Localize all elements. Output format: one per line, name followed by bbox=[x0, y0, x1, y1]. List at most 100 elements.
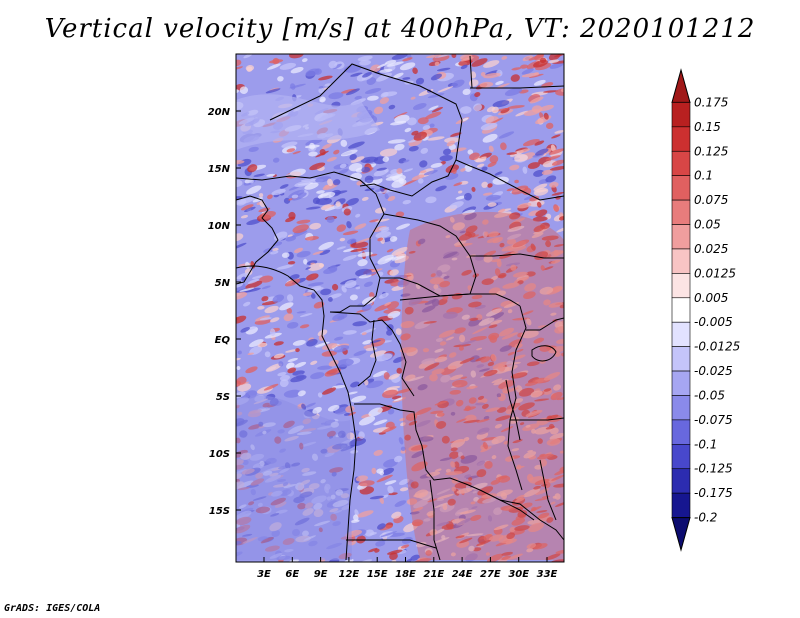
field-speck bbox=[543, 388, 552, 392]
colorbar-swatch bbox=[671, 370, 691, 396]
field-speck bbox=[391, 255, 405, 261]
colorbar-swatch bbox=[671, 517, 691, 552]
field-speck bbox=[236, 198, 247, 206]
field-speck bbox=[402, 57, 413, 62]
field-speck bbox=[236, 357, 241, 361]
field-speck bbox=[512, 239, 530, 248]
field-speck bbox=[328, 265, 338, 272]
field-speck bbox=[236, 282, 243, 288]
field-speck bbox=[294, 361, 307, 368]
field-speck bbox=[350, 247, 368, 253]
field-speck bbox=[437, 264, 451, 273]
field-speck bbox=[436, 270, 443, 277]
field-speck bbox=[364, 529, 375, 537]
field-speck bbox=[491, 106, 499, 114]
field-speck bbox=[514, 343, 523, 349]
field-speck bbox=[559, 450, 564, 454]
field-speck bbox=[385, 175, 400, 181]
field-speck bbox=[368, 547, 378, 553]
field-speck bbox=[382, 389, 399, 399]
field-speck bbox=[250, 261, 256, 269]
field-speck bbox=[481, 181, 489, 188]
field-speck bbox=[518, 387, 535, 397]
field-speck bbox=[315, 176, 331, 183]
field-speck bbox=[456, 540, 470, 548]
field-speck bbox=[546, 438, 561, 446]
field-speck bbox=[247, 164, 258, 173]
field-speck bbox=[342, 230, 359, 236]
field-speck bbox=[460, 54, 473, 60]
field-speck bbox=[350, 381, 360, 388]
field-speck bbox=[389, 269, 399, 276]
field-speck bbox=[404, 434, 411, 441]
field-speck bbox=[493, 379, 509, 386]
field-speck bbox=[391, 246, 408, 256]
field-speck bbox=[488, 534, 504, 542]
field-speck bbox=[506, 360, 514, 368]
field-speck bbox=[373, 419, 388, 426]
field-speck bbox=[319, 96, 326, 103]
field-speck bbox=[492, 176, 509, 185]
field-speck bbox=[403, 168, 414, 173]
field-speck bbox=[248, 146, 259, 152]
field-speck bbox=[304, 182, 319, 190]
field-speck bbox=[322, 343, 338, 350]
field-speck bbox=[428, 105, 439, 111]
field-speck bbox=[449, 201, 464, 209]
field-speck bbox=[322, 387, 336, 395]
field-speck bbox=[388, 373, 401, 380]
field-speck bbox=[506, 238, 517, 245]
field-speck bbox=[409, 511, 420, 515]
field-speck bbox=[516, 464, 522, 470]
field-speck bbox=[477, 427, 490, 435]
field-speck bbox=[531, 506, 537, 512]
field-speck bbox=[434, 348, 444, 353]
field-speck bbox=[272, 157, 280, 163]
field-speck bbox=[456, 517, 472, 526]
field-speck bbox=[494, 211, 512, 218]
field-speck bbox=[543, 372, 561, 381]
field-speck bbox=[286, 322, 299, 329]
lon-label: 6E bbox=[285, 569, 299, 580]
field-speck bbox=[310, 372, 325, 380]
field-speck bbox=[371, 467, 377, 475]
field-speck bbox=[279, 62, 297, 70]
drc-north-border bbox=[399, 293, 521, 307]
field-speck bbox=[506, 532, 516, 540]
field-speck bbox=[386, 248, 394, 253]
field-speck bbox=[509, 164, 520, 171]
field-speck bbox=[291, 230, 308, 238]
field-speck bbox=[464, 553, 478, 562]
field-speck bbox=[441, 535, 446, 540]
field-speck bbox=[286, 148, 296, 153]
field-speck bbox=[487, 202, 497, 207]
field-speck bbox=[522, 55, 534, 62]
libya-border bbox=[470, 85, 564, 89]
field-speck bbox=[535, 209, 548, 217]
field-speck bbox=[236, 272, 251, 280]
field-speck bbox=[381, 228, 390, 233]
field-speck bbox=[459, 509, 476, 515]
angola-zambia-border bbox=[429, 479, 441, 561]
field-speck bbox=[528, 54, 545, 61]
field-speck bbox=[243, 301, 251, 307]
field-speck bbox=[501, 551, 514, 556]
field-speck bbox=[556, 226, 564, 233]
field-speck bbox=[453, 327, 466, 334]
field-speck bbox=[459, 357, 475, 364]
field-speck bbox=[343, 208, 351, 216]
field-speck bbox=[296, 311, 307, 314]
field-speck bbox=[481, 278, 494, 285]
field-speck bbox=[318, 87, 325, 94]
field-speck bbox=[243, 287, 261, 293]
field-speck bbox=[476, 460, 486, 466]
field-speck bbox=[533, 59, 548, 68]
field-speck bbox=[269, 59, 284, 64]
field-speck bbox=[533, 337, 545, 344]
gabon-border bbox=[357, 319, 377, 387]
colorbar: 0.175 0.15 0.125 0.1 0.075 0.05 0.025 0.0125 0.0… bbox=[671, 68, 740, 552]
field-speck bbox=[371, 337, 386, 347]
field-speck bbox=[306, 338, 318, 347]
field-speck bbox=[523, 451, 537, 459]
